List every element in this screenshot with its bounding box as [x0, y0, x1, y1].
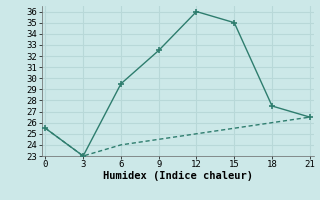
X-axis label: Humidex (Indice chaleur): Humidex (Indice chaleur) [103, 171, 252, 181]
